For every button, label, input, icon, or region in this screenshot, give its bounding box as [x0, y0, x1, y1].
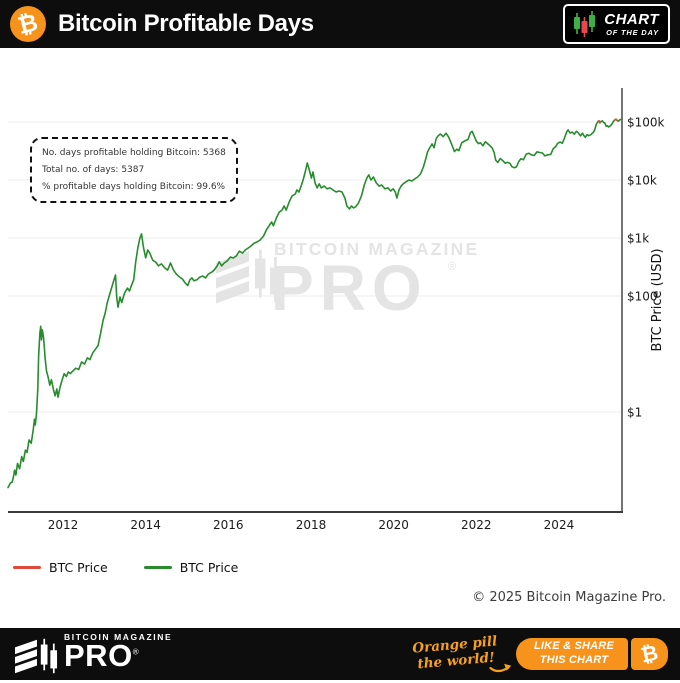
y-axis-title: BTC Price (USD)	[650, 248, 665, 351]
x-tick-label: 2022	[461, 518, 492, 532]
annotation-line-total-days: Total no. of days: 5387	[42, 165, 145, 175]
legend-item-red: BTC Price	[13, 560, 108, 575]
footer-brand-pro: PRO®	[64, 638, 172, 673]
page-title: Bitcoin Profitable Days	[58, 10, 314, 37]
chart-area: BITCOIN MAGAZINE PRO ® $100k $10k $1k $100 $…	[0, 48, 680, 628]
x-tick-label: 2014	[130, 518, 161, 532]
footer-tagline: Orange pill the world!	[412, 634, 512, 673]
annotation-box: No. days profitable holding Bitcoin: 536…	[30, 137, 238, 203]
chart-svg: BITCOIN MAGAZINE PRO ® $100k$10k$1k$100$…	[7, 88, 665, 533]
x-tick-label: 2018	[296, 518, 327, 532]
like-share-line-1: LIKE & SHARE	[533, 640, 614, 653]
footer-btc-button[interactable]: ₿	[631, 638, 668, 670]
price-series	[7, 118, 622, 489]
x-tick-label: 2016	[213, 518, 244, 532]
legend-swatch-red	[13, 566, 41, 569]
badge-title: CHART	[604, 10, 659, 28]
copyright-text: © 2025 Bitcoin Magazine Pro.	[472, 590, 666, 605]
footer-bar: BITCOIN MAGAZINE PRO® Orange pill the wo…	[0, 628, 680, 680]
btc-price-line-unprofitable	[614, 118, 618, 121]
footer-reg-mark: ®	[132, 647, 140, 657]
btc-price-line	[7, 118, 622, 489]
x-tick-label: 2020	[378, 518, 409, 532]
annotation-line-percent: % profitable days holding Bitcoin: 99.6%	[42, 182, 226, 192]
footer-logo: BITCOIN MAGAZINE PRO®	[15, 631, 173, 676]
badge-subtitle: OF THE DAY	[606, 27, 659, 37]
y-tick-label: $1	[627, 406, 642, 420]
legend-label-red: BTC Price	[49, 560, 108, 575]
x-tick-label: 2012	[48, 518, 79, 532]
btc-price-line-unprofitable	[597, 120, 601, 123]
watermark-logo-icon	[216, 249, 281, 304]
footer-brand-top: BITCOIN MAGAZINE	[64, 631, 173, 642]
axis-labels: $100k $10k $1k $100 $1 2012 2014 2016 2018 2020 20…	[48, 116, 665, 533]
x-tick-label: 2024	[544, 518, 575, 532]
legend-label-green: BTC Price	[179, 560, 239, 575]
bitcoin-symbol: ₿	[15, 8, 41, 40]
y-tick-label: $10k	[627, 174, 657, 188]
bitcoin-logo-icon: ₿	[10, 6, 46, 42]
y-tick-label: $100k	[627, 116, 665, 130]
legend: BTC Price BTC Price	[13, 560, 274, 575]
watermark-text-pro: PRO	[271, 252, 428, 324]
candlestick-icon	[574, 11, 596, 37]
header-bar: ₿ Bitcoin Profitable Days CHART OF THE D…	[0, 0, 680, 48]
legend-swatch-green	[143, 566, 172, 569]
footer-logo-icon	[15, 638, 58, 673]
like-share-button[interactable]: LIKE & SHARE THIS CHART	[515, 638, 628, 670]
like-share-line-2: THIS CHART	[539, 654, 609, 666]
tagline-arrow-icon	[489, 664, 512, 673]
y-tick-label: $1k	[627, 232, 649, 246]
chart-of-the-day-badge: CHART OF THE DAY	[563, 4, 670, 44]
annotation-line-profitable-days: No. days profitable holding Bitcoin: 536…	[42, 148, 226, 158]
footer-brand-pro-text: PRO	[64, 638, 133, 673]
watermark-reg-mark: ®	[448, 261, 456, 273]
watermark: BITCOIN MAGAZINE PRO ®	[216, 239, 479, 324]
legend-item-green: BTC Price	[143, 560, 239, 575]
axes	[8, 88, 623, 513]
y-tick-label: $100	[627, 290, 658, 304]
footer-btc-symbol: ₿	[638, 640, 661, 668]
watermark-text-top: BITCOIN MAGAZINE	[274, 239, 479, 259]
